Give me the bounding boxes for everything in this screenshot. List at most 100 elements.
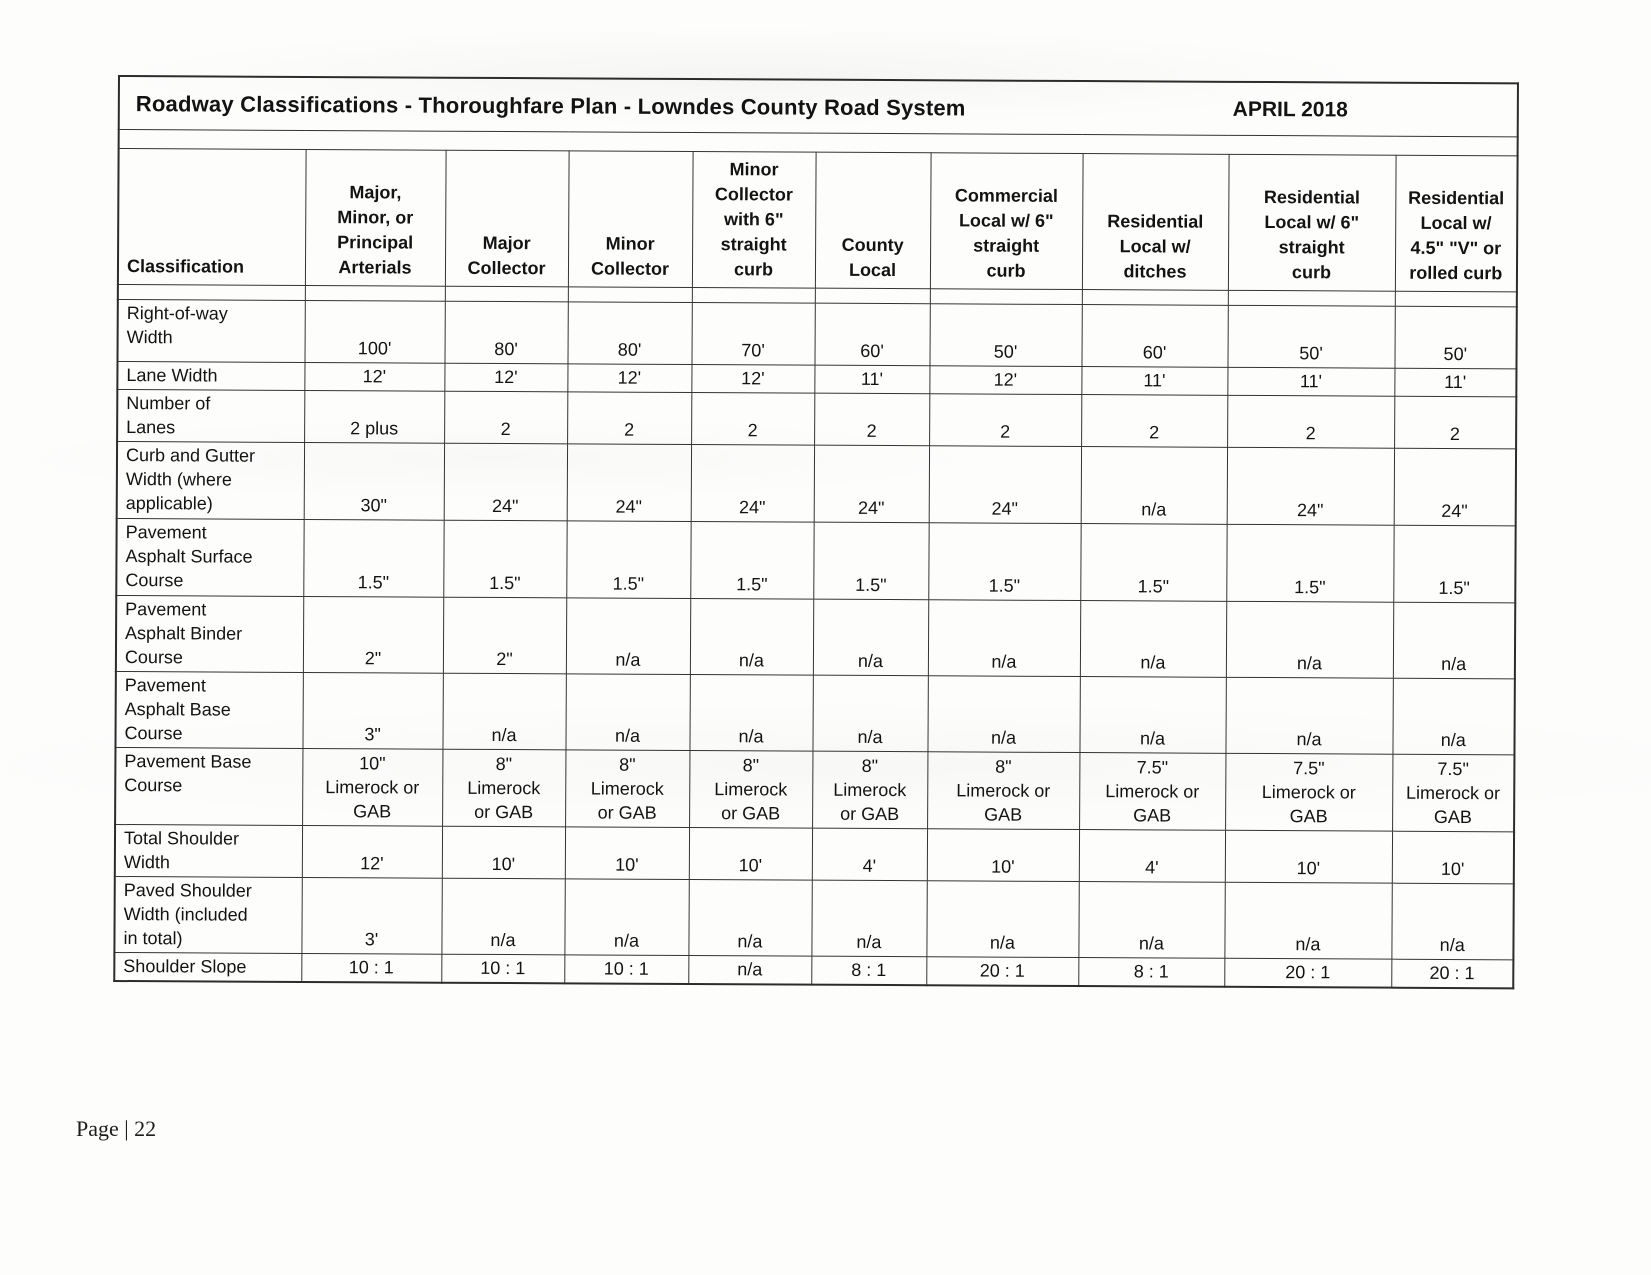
value-cell: 11' [1081,366,1228,396]
value-cell: 2" [442,597,567,674]
value-cell: 20 : 1 [926,956,1079,987]
value-cell: n/a [1224,882,1392,960]
column-header-classification: Classification [117,148,306,286]
row-label: Shoulder Slope [114,952,302,982]
value-cell: 1.5" [690,521,814,600]
scanned-table-region: Roadway Classifications - Thoroughfare P… [113,75,1520,990]
table-header-row: Classification Major, Minor, or Principa… [117,148,1518,292]
value-cell: 1.5" [928,522,1081,601]
column-header: Commercial Local w/ 6" straight curb [929,152,1083,290]
value-cell: 10 : 1 [564,954,689,984]
value-cell: 8" Limerock or GAB [565,749,690,828]
value-cell: 100' [304,300,445,364]
table-row: Shoulder Slope 10 : 1 10 : 1 10 : 1 n/a 8 : 1… [114,952,1514,989]
page-number: Page | 22 [76,1116,157,1141]
value-cell: 20 : 1 [1224,958,1392,988]
table-row: Total Shoulder Width 12' 10' 10' 10' 4' 10' 4' 1… [114,824,1515,884]
column-header: Minor Collector with 6" straight curb [691,151,816,289]
value-cell: n/a [565,597,691,675]
row-label: Curb and Gutter Width (where applicable) [116,441,305,520]
value-cell: 2 [929,393,1082,447]
value-cell: 11' [814,365,930,394]
value-cell: n/a [565,673,690,751]
value-cell: 60' [1081,304,1228,368]
column-header: Residential Local w/ 4.5" "V" or rolled … [1394,155,1518,292]
value-cell: 2 [1081,394,1228,448]
value-cell: 2 [1394,396,1517,449]
spacer-cell [444,286,568,302]
row-label: Number of Lanes [117,389,305,443]
value-cell: 1.5" [1080,523,1227,602]
value-cell: 80' [567,301,692,365]
column-header: County Local [814,152,931,289]
value-cell: 24" [690,444,815,523]
value-cell: 8 : 1 [1078,957,1225,987]
value-cell: n/a [1225,677,1393,755]
value-cell: n/a [812,675,928,752]
spacer-cell [1227,290,1395,307]
value-cell: 12' [691,364,815,394]
table-row: Pavement Asphalt Surface Course 1.5" 1.5" 1… [116,518,1516,603]
value-cell: 24" [443,443,568,521]
row-label: Pavement Base Course [115,747,303,826]
value-cell: n/a [689,598,814,676]
value-cell: 4' [811,828,928,881]
table-row: Pavement Base Course 10" Limerock or GAB 8… [115,747,1515,832]
value-cell: n/a [1225,601,1394,679]
value-cell: 10' [688,827,813,881]
value-cell: 8" Limerock or GAB [689,750,813,829]
value-cell: n/a [927,675,1080,753]
value-cell: 60' [814,303,930,366]
value-cell: 1.5" [443,520,567,598]
document-date: APRIL 2018 [1232,97,1348,122]
row-label: Pavement Asphalt Surface Course [116,518,304,597]
value-cell: 8" Limerock or GAB [442,749,566,827]
value-cell: 80' [444,301,568,364]
value-cell: 7.5" Limerock or GAB [1225,753,1393,832]
value-cell: 12' [929,365,1082,395]
value-cell: 10' [1391,831,1515,884]
value-cell: n/a [1079,676,1226,754]
value-cell: 24" [813,445,930,523]
value-cell: 10' [1224,830,1393,884]
value-cell: n/a [1392,602,1516,679]
value-cell: 8" Limerock or GAB [812,751,928,829]
value-cell: 24" [566,443,692,522]
value-cell: 8" Limerock or GAB [927,751,1080,830]
value-cell: n/a [1078,881,1225,959]
row-label: Total Shoulder Width [114,824,303,878]
value-cell: 50' [1394,306,1517,369]
value-cell: n/a [927,599,1081,677]
spacer-cell [929,288,1082,305]
table-row: Pavement Asphalt Binder Course 2" 2" n/a n/a… [115,595,1516,679]
value-cell: 10' [926,828,1080,882]
column-header: Major Collector [444,150,569,287]
value-cell: 11' [1394,368,1517,397]
value-cell: n/a [1079,600,1227,678]
value-cell: 50' [929,303,1082,367]
value-cell: 30" [303,442,445,521]
value-cell: 3" [302,672,443,750]
value-cell: 10" Limerock or GAB [302,748,443,827]
value-cell: 2 [1227,395,1395,449]
value-cell: 1.5" [566,520,691,599]
table-row: Paved Shoulder Width (included in total)… [114,876,1514,960]
spacer-cell [567,286,692,303]
value-cell: 7.5" Limerock or GAB [1079,752,1226,831]
value-cell: 2 [567,391,692,445]
value-cell: 2 plus [304,390,445,444]
value-cell: 2" [302,596,444,674]
value-cell: n/a [442,673,566,750]
spacer-cell [691,287,815,304]
value-cell: 50' [1227,305,1395,369]
value-cell: 8 : 1 [811,956,927,986]
value-cell: 7.5" Limerock or GAB [1392,754,1515,832]
value-cell: 12' [444,363,568,392]
spacer-cell [814,288,930,304]
value-cell: 1.5" [1393,525,1516,603]
value-cell: n/a [689,674,813,752]
spacer-cell [1081,289,1228,306]
value-cell: n/a [688,879,812,957]
table-row: Curb and Gutter Width (where applicable)… [116,441,1517,526]
value-cell: 10 : 1 [301,953,442,983]
